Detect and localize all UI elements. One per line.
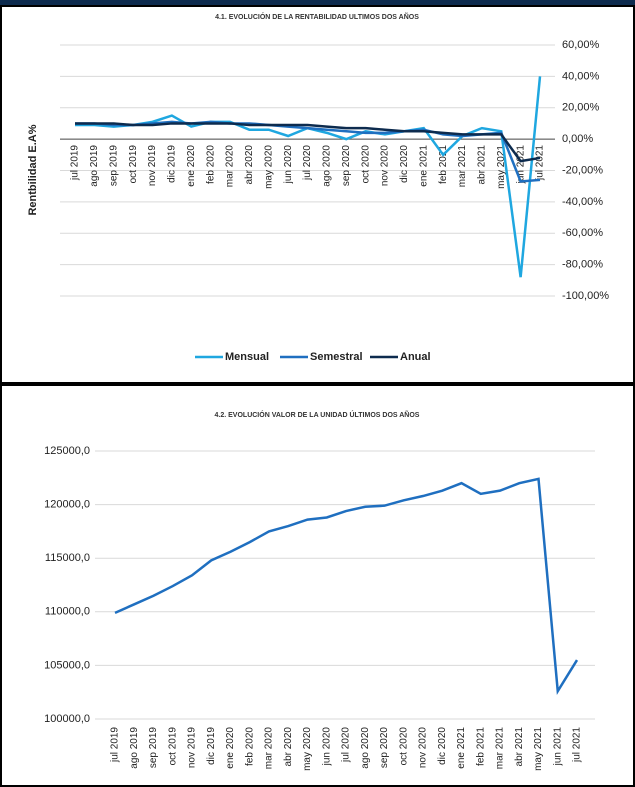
y-tick-label: 20,00% (562, 102, 600, 114)
x-tick-label: may 2021 (533, 727, 544, 771)
x-tick-label: abr 2021 (477, 145, 488, 185)
x-tick-label: sep 2020 (379, 727, 390, 769)
chart-title: 4.2. EVOLUCIÓN VALOR DE LA UNIDAD ÚLTIMO… (215, 410, 420, 419)
x-tick-label: jun 2020 (321, 727, 332, 767)
x-tick-label: jun 2020 (283, 145, 294, 185)
x-tick-label: dic 2019 (206, 727, 217, 765)
x-tick-label: jul 2020 (302, 145, 313, 181)
y-tick-label: 115000,0 (45, 552, 90, 564)
x-tick-label: nov 2019 (187, 727, 198, 769)
x-tick-label: abr 2020 (244, 145, 255, 185)
top-band (0, 0, 635, 6)
x-tick-label: jun 2021 (515, 145, 526, 185)
y-tick-label: 40,00% (562, 70, 600, 82)
line-series (75, 122, 541, 163)
x-tick-label: mar 2021 (495, 727, 506, 770)
x-tick-label: sep 2019 (108, 145, 119, 187)
y-tick-label: -20,00% (562, 164, 603, 176)
y-tick-label: 110000,0 (45, 606, 90, 618)
x-tick-label: jul 2019 (110, 727, 121, 763)
y-tick-label: 60,00% (562, 39, 600, 51)
y-tick-label: -40,00% (562, 196, 603, 208)
x-tick-label: sep 2020 (341, 145, 352, 187)
x-tick-label: mar 2020 (264, 727, 275, 770)
legend-label: Mensual (225, 351, 269, 363)
y-tick-label: 0,00% (562, 133, 593, 145)
y-tick-label: -60,00% (562, 227, 603, 239)
y-tick-label: 100000,0 (44, 713, 90, 725)
y-tick-label: 125000,0 (44, 445, 90, 457)
y-tick-label: -100,00% (562, 290, 609, 302)
x-tick-label: dic 2020 (437, 727, 448, 765)
x-tick-label: nov 2020 (380, 145, 391, 187)
x-tick-label: feb 2020 (205, 145, 216, 184)
panel (0, 384, 635, 787)
x-tick-label: feb 2021 (475, 727, 486, 766)
legend-label: Semestral (310, 351, 363, 363)
y-tick-label: 120000,0 (44, 499, 90, 511)
x-tick-label: ago 2020 (360, 727, 371, 769)
x-tick-label: nov 2020 (418, 727, 429, 769)
line-series (114, 477, 579, 695)
panel (0, 5, 635, 384)
x-tick-label: sep 2019 (148, 727, 159, 769)
x-tick-label: may 2021 (496, 145, 507, 189)
x-tick-label: abr 2020 (283, 727, 294, 767)
x-tick-label: mar 2020 (225, 145, 236, 188)
x-tick-label: ago 2019 (129, 727, 140, 769)
x-tick-label: jun 2021 (552, 727, 563, 767)
x-tick-label: may 2020 (302, 727, 313, 771)
x-tick-label: dic 2020 (399, 145, 410, 183)
x-tick-label: oct 2019 (128, 145, 139, 184)
x-tick-label: mar 2021 (457, 145, 468, 188)
y-axis-label: Rentbilidad E.A% (27, 124, 39, 215)
x-tick-label: ene 2021 (456, 727, 467, 769)
x-tick-label: jul 2020 (341, 727, 352, 763)
x-tick-label: ene 2020 (186, 145, 197, 187)
x-tick-label: oct 2020 (398, 727, 409, 766)
x-tick-label: may 2020 (263, 145, 274, 189)
x-tick-label: dic 2019 (167, 145, 178, 183)
x-tick-label: ago 2019 (89, 145, 100, 187)
x-tick-label: abr 2021 (514, 727, 525, 767)
chart-title: 4.1. EVOLUCIÓN DE LA RENTABILIDAD ULTIMO… (215, 12, 419, 21)
legend-label: Anual (400, 351, 431, 363)
x-tick-label: ene 2020 (225, 727, 236, 769)
y-tick-label: -80,00% (562, 259, 603, 271)
x-tick-label: jul 2021 (535, 145, 546, 181)
x-tick-label: jul 2021 (572, 727, 583, 763)
y-tick-label: 105000,0 (44, 659, 90, 671)
x-tick-label: jul 2019 (70, 145, 81, 181)
x-tick-label: ago 2020 (322, 145, 333, 187)
x-tick-label: ene 2021 (418, 145, 429, 187)
x-tick-label: oct 2019 (167, 727, 178, 766)
x-tick-label: feb 2020 (244, 727, 255, 766)
line-series (75, 120, 541, 183)
x-tick-label: feb 2021 (438, 145, 449, 184)
x-tick-label: oct 2020 (360, 145, 371, 184)
x-tick-label: nov 2019 (147, 145, 158, 187)
